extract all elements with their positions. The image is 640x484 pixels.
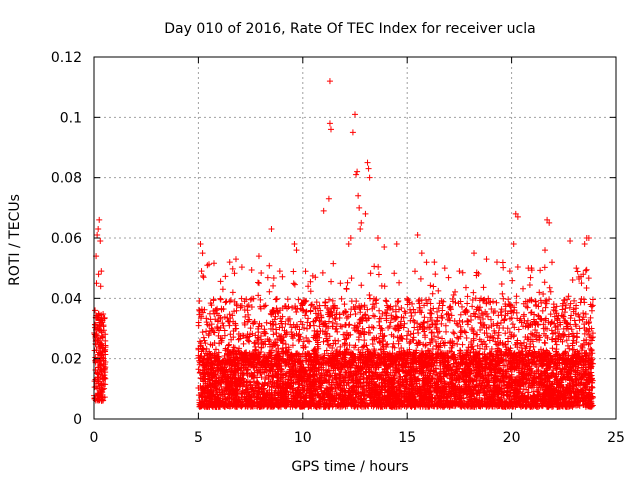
chart-title: Day 010 of 2016, Rate Of TEC Index for r… [164,21,535,37]
